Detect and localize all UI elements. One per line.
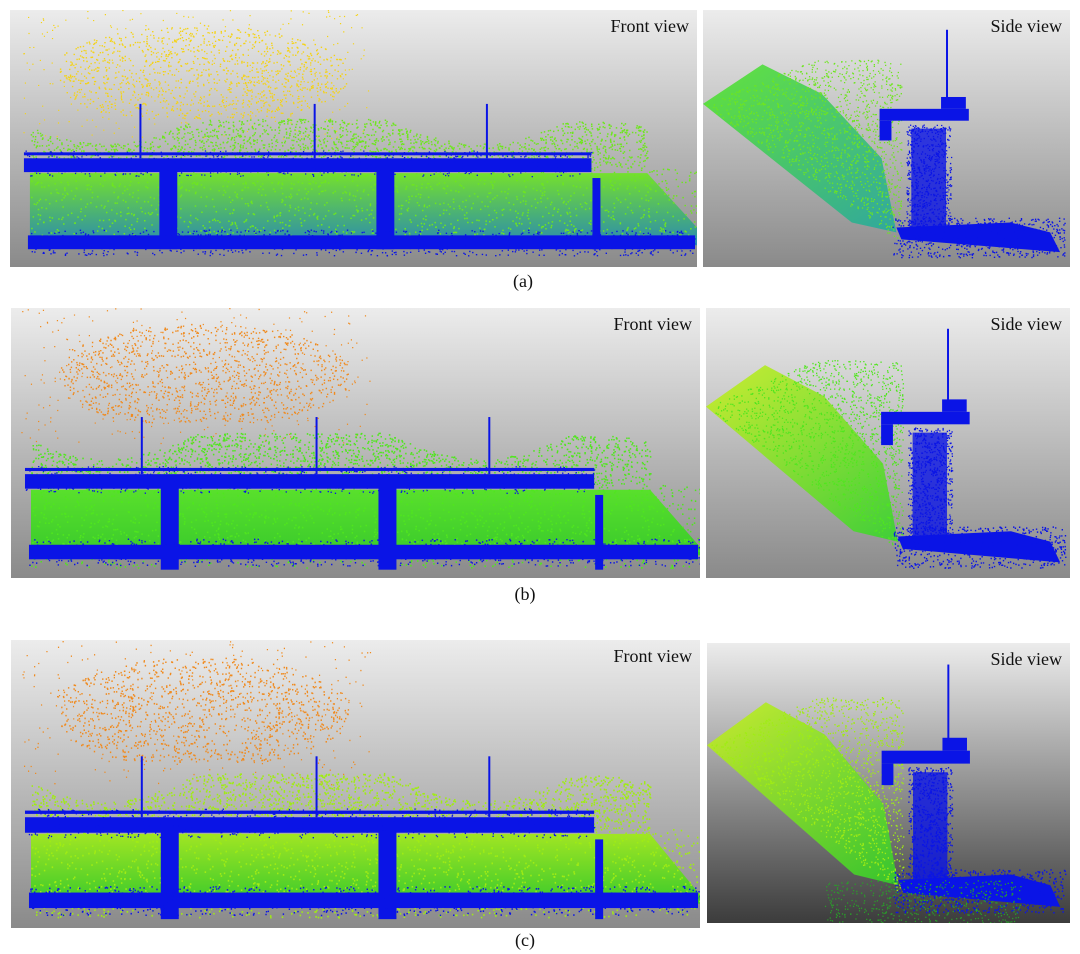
front-view-label: Front view: [613, 646, 693, 666]
front-view-label: Front view: [613, 314, 693, 334]
panel-a-front-view: Front view: [10, 10, 697, 267]
caption-c: (c): [515, 930, 535, 950]
panel-b-front-view: Front view: [11, 308, 700, 578]
point-cloud-image: [10, 10, 697, 267]
caption-b: (b): [514, 584, 536, 604]
point-cloud-image: [703, 10, 1070, 267]
panel-a-side-view: Side view: [703, 10, 1070, 267]
caption-a: (a): [513, 271, 533, 291]
side-view-label: Side view: [990, 16, 1063, 36]
side-view-label: Side view: [990, 649, 1063, 669]
point-cloud-image: [707, 643, 1070, 923]
point-cloud-image: [11, 640, 700, 928]
panel-c-front-view: Front view: [11, 640, 700, 928]
side-view-label: Side view: [990, 314, 1063, 334]
point-cloud-image: [706, 308, 1070, 578]
panel-b-side-view: Side view: [706, 308, 1070, 578]
panel-c-side-view: Side view: [707, 643, 1070, 923]
point-cloud-image: [11, 308, 700, 578]
front-view-label: Front view: [610, 16, 690, 36]
